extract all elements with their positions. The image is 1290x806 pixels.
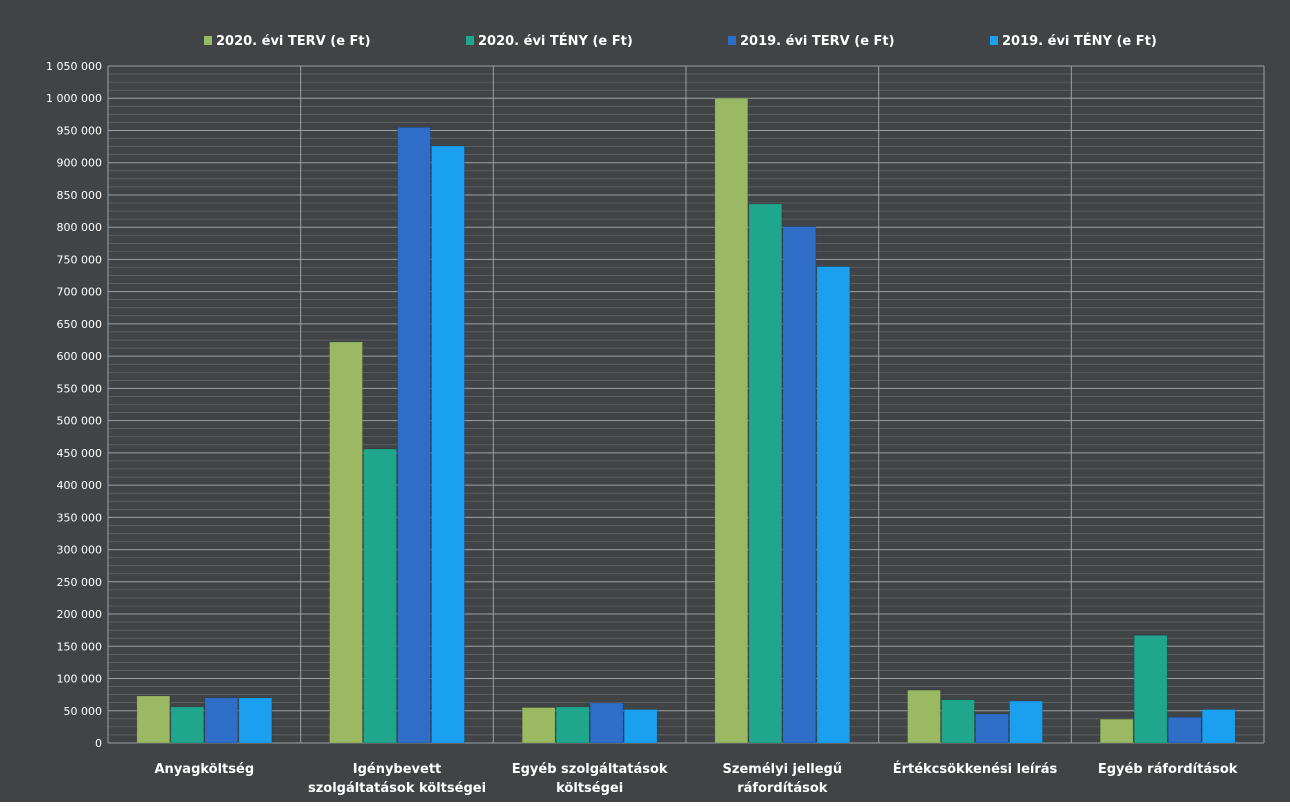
bar-2-6: [1133, 635, 1168, 744]
category-label: Értékcsökkenési leírás: [893, 761, 1058, 777]
y-tick-label: 750 000: [57, 253, 103, 266]
y-tick-label: 850 000: [57, 189, 103, 202]
category-label: Egyéb szolgáltatások: [512, 762, 668, 777]
legend-label: 2019. évi TÉNY (e Ft): [1002, 33, 1157, 49]
y-tick-label: 100 000: [57, 673, 103, 686]
bar-1-1: [136, 695, 171, 744]
category-label: költségei: [556, 781, 623, 796]
bar-3-6: [1167, 716, 1202, 744]
y-tick-label: 550 000: [57, 382, 103, 395]
y-tick-label: 650 000: [57, 318, 103, 331]
bar-3-4: [782, 226, 817, 744]
bar-1-3: [521, 707, 556, 744]
legend-swatch: [990, 36, 998, 45]
bar-2-1: [170, 706, 205, 744]
legend-swatch: [728, 36, 736, 45]
y-tick-label: 800 000: [57, 221, 103, 234]
y-tick-label: 300 000: [57, 544, 103, 557]
legend-label: 2019. évi TERV (e Ft): [740, 34, 895, 49]
category-label: Egyéb ráfordítások: [1098, 762, 1238, 777]
bar-1-6: [1099, 718, 1134, 744]
bar-2-2: [363, 448, 397, 744]
y-tick-label: 1 050 000: [46, 60, 102, 73]
category-label: Személyi jellegű: [723, 762, 843, 777]
category-label: Igénybevett: [353, 762, 442, 777]
bar-3-5: [975, 713, 1009, 744]
bar-4-4: [816, 266, 851, 744]
bar-1-4: [714, 97, 749, 744]
y-tick-label: 900 000: [57, 157, 103, 170]
y-tick-label: 600 000: [57, 350, 103, 363]
legend: 2020. évi TERV (e Ft) 2020. évi TÉNY (e F…: [204, 33, 1157, 49]
x-axis-categories: Anyagköltség Igénybevett szolgáltatások kö…: [155, 761, 1238, 796]
category-label: Anyagköltség: [155, 762, 255, 777]
y-tick-label: 200 000: [57, 608, 103, 621]
y-tick-label: 250 000: [57, 576, 103, 589]
bar-3-2: [397, 126, 431, 744]
bar-4-5: [1009, 700, 1043, 744]
y-tick-label: 50 000: [64, 705, 103, 718]
y-tick-label: 950 000: [57, 124, 103, 137]
bar-4-1: [238, 697, 273, 744]
category-label: szolgáltatások költségei: [308, 781, 486, 796]
bar-1-2: [329, 341, 363, 744]
y-tick-label: 1 000 000: [46, 92, 102, 105]
y-tick-label: 700 000: [57, 286, 103, 299]
bars: [136, 97, 1236, 744]
bar-1-5: [907, 689, 941, 744]
y-axis-ticks: 0 50 000 100 000 150 000 200 000 250 000 300 0…: [46, 60, 102, 750]
bar-4-2: [431, 145, 465, 744]
bar-2-5: [941, 699, 975, 744]
bar-3-1: [204, 697, 239, 744]
gridlines: [107, 65, 1265, 744]
legend-swatch: [466, 36, 474, 45]
bar-4-3: [623, 709, 658, 744]
y-tick-label: 150 000: [57, 640, 103, 653]
bar-3-3: [589, 702, 624, 744]
y-tick-label: 450 000: [57, 447, 103, 460]
y-tick-label: 350 000: [57, 511, 103, 524]
category-label: ráfordítások: [737, 781, 828, 796]
legend-label: 2020. évi TERV (e Ft): [216, 34, 371, 49]
bar-4-6: [1201, 709, 1236, 744]
y-tick-label: 0: [95, 737, 102, 750]
y-tick-label: 400 000: [57, 479, 103, 492]
legend-swatch: [204, 36, 212, 45]
y-tick-label: 500 000: [57, 415, 103, 428]
bar-2-4: [748, 203, 783, 744]
bar-2-3: [555, 706, 590, 744]
legend-label: 2020. évi TÉNY (e Ft): [478, 33, 633, 49]
